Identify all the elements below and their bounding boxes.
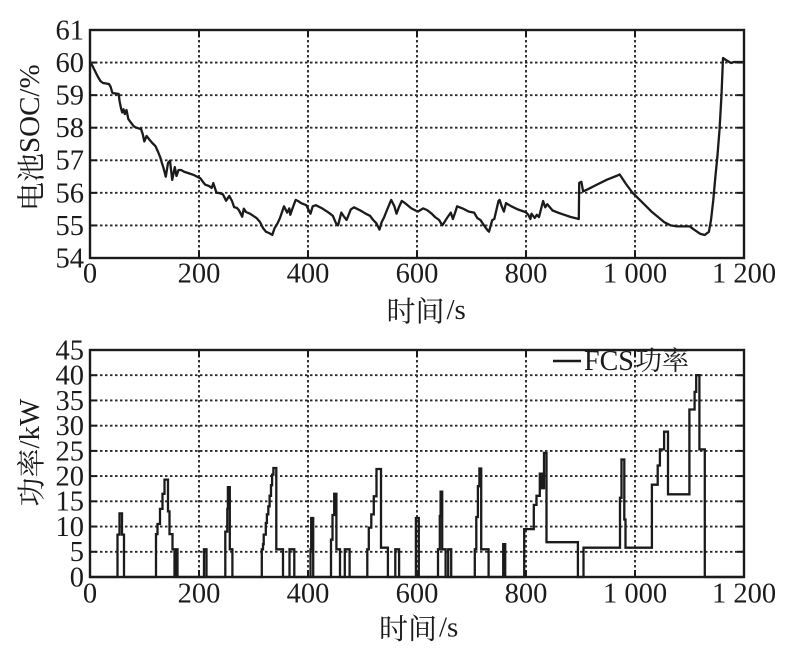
svg-text:5: 5 bbox=[70, 537, 84, 568]
svg-text:58: 58 bbox=[56, 113, 85, 144]
svg-text:800: 800 bbox=[505, 259, 548, 290]
svg-text:FCS: FCS bbox=[584, 346, 634, 377]
svg-text:15: 15 bbox=[56, 487, 85, 518]
svg-text:61: 61 bbox=[56, 15, 85, 46]
svg-text:/kW: /kW bbox=[14, 398, 46, 449]
svg-text:600: 600 bbox=[396, 579, 439, 610]
svg-text:1 000: 1 000 bbox=[603, 259, 667, 290]
svg-text:1 000: 1 000 bbox=[603, 579, 667, 610]
svg-text:40: 40 bbox=[56, 361, 85, 392]
svg-text:20: 20 bbox=[56, 462, 85, 493]
svg-text:57: 57 bbox=[56, 146, 85, 177]
svg-text:0: 0 bbox=[83, 579, 97, 610]
svg-text:400: 400 bbox=[287, 579, 330, 610]
svg-text:54: 54 bbox=[56, 243, 85, 274]
svg-text:/s: /s bbox=[447, 294, 466, 326]
svg-text:25: 25 bbox=[56, 436, 85, 467]
svg-text:200: 200 bbox=[178, 259, 221, 290]
svg-text:45: 45 bbox=[56, 335, 85, 366]
svg-text:/s: /s bbox=[439, 612, 458, 644]
svg-text:800: 800 bbox=[505, 579, 548, 610]
svg-text:0: 0 bbox=[83, 259, 97, 290]
svg-text:600: 600 bbox=[396, 259, 439, 290]
svg-text:SOC/%: SOC/% bbox=[14, 64, 46, 153]
svg-text:0: 0 bbox=[70, 562, 84, 593]
svg-text:56: 56 bbox=[56, 178, 85, 209]
svg-text:1 200: 1 200 bbox=[712, 259, 776, 290]
svg-text:35: 35 bbox=[56, 386, 85, 417]
svg-text:1 200: 1 200 bbox=[712, 579, 776, 610]
svg-text:30: 30 bbox=[56, 411, 85, 442]
svg-text:200: 200 bbox=[178, 579, 221, 610]
svg-text:60: 60 bbox=[56, 48, 85, 79]
svg-text:400: 400 bbox=[287, 259, 330, 290]
svg-text:55: 55 bbox=[56, 211, 85, 242]
svg-text:59: 59 bbox=[56, 81, 85, 112]
svg-text:10: 10 bbox=[56, 512, 85, 543]
